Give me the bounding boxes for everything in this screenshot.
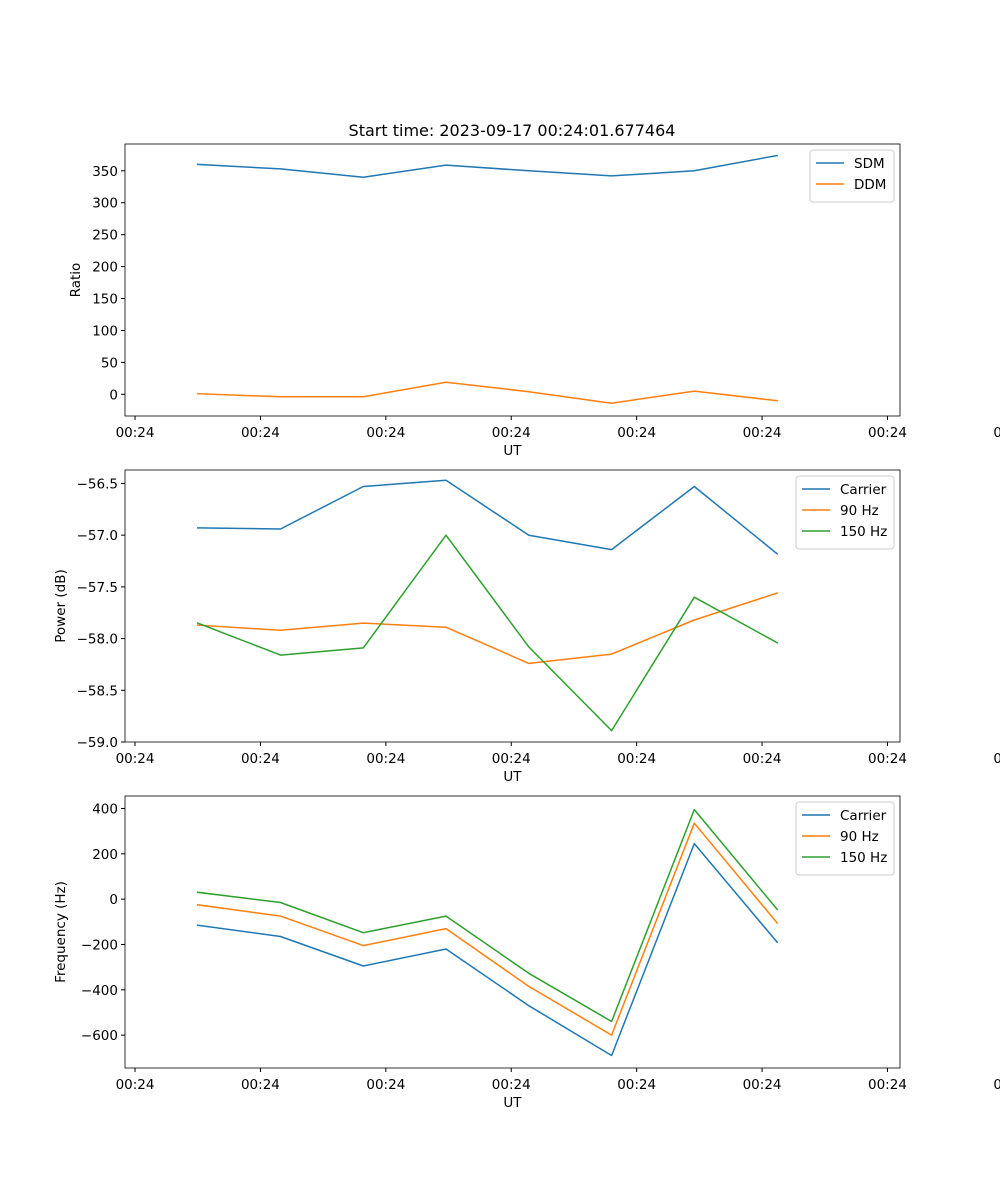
- plot-frame: [124, 469, 901, 743]
- y-tick-label: 200: [92, 847, 118, 863]
- x-tick-label: 00:24: [116, 1077, 155, 1093]
- y-tick-label: 300: [92, 196, 118, 212]
- plot-frame: [124, 795, 901, 1069]
- series-line-150-hz: [196, 534, 779, 732]
- legend-label: 150 Hz: [840, 850, 887, 866]
- x-tick-label: 00:24: [241, 1077, 280, 1093]
- y-tick-label: −56.5: [77, 476, 118, 492]
- x-tick-label: 00:24: [743, 751, 782, 767]
- x-tick-label: 00:25: [993, 425, 1000, 441]
- y-tick-label: −57.0: [77, 528, 118, 544]
- y-tick-label: −58.5: [77, 683, 118, 699]
- x-tick-label: 00:24: [868, 425, 907, 441]
- legend: Carrier 90 Hz 150 Hz: [795, 475, 895, 550]
- legend-label: DDM: [854, 177, 886, 193]
- x-tick-label: 00:25: [993, 751, 1000, 767]
- x-tick-label: 00:24: [366, 751, 405, 767]
- legend-label: 90 Hz: [840, 829, 879, 845]
- x-axis-label: UT: [503, 443, 522, 459]
- x-tick-label: 00:24: [116, 425, 155, 441]
- x-tick-label: 00:24: [492, 425, 531, 441]
- x-tick-label: 00:24: [492, 1077, 531, 1093]
- series-line-carrier: [196, 842, 779, 1057]
- legend: Carrier 90 Hz 150 Hz: [795, 801, 895, 876]
- x-tick-label: 00:24: [617, 751, 656, 767]
- chart-panel-1: 0 50 100 150 200 250 300 350 00:24 00:24 00:24 00:2…: [68, 143, 1000, 459]
- series-line-150-hz: [196, 808, 779, 1023]
- series-line-carrier: [196, 479, 779, 555]
- y-tick-label: 150: [92, 292, 118, 308]
- chart-panel-3: −600 −400 −200 0 200 400 00:24 00:24 00:24 00:24 0…: [53, 795, 1000, 1111]
- x-tick-label: 00:24: [241, 425, 280, 441]
- x-tick-label: 00:24: [868, 751, 907, 767]
- y-tick-label: −59.0: [77, 735, 118, 751]
- legend-label: SDM: [854, 156, 885, 172]
- series-line-sdm: [196, 154, 778, 178]
- chart-panels: 0 50 100 150 200 250 300 350 00:24 00:24 00:24 00:2…: [53, 143, 1000, 1111]
- y-tick-label: −600: [81, 1028, 118, 1044]
- x-tick-label: 00:24: [116, 751, 155, 767]
- y-axis-label: Frequency (Hz): [53, 881, 69, 983]
- y-axis-label: Power (dB): [53, 569, 69, 642]
- x-tick-label: 00:24: [743, 1077, 782, 1093]
- y-tick-label: 350: [92, 164, 118, 180]
- y-tick-label: 200: [92, 260, 118, 276]
- y-tick-label: 0: [109, 892, 118, 908]
- series-line-ddm: [196, 381, 778, 404]
- plot-frame: [124, 143, 901, 417]
- x-tick-label: 00:24: [241, 751, 280, 767]
- y-tick-label: −200: [81, 937, 118, 953]
- chart-panel-2: −59.0 −58.5 −58.0 −57.5 −57.0 −56.5 00:24 00:24…: [53, 469, 1000, 785]
- x-tick-label: 00:24: [617, 1077, 656, 1093]
- legend-label: Carrier: [840, 482, 887, 498]
- legend-label: 150 Hz: [840, 524, 887, 540]
- x-axis-label: UT: [503, 769, 522, 785]
- legend-label: 90 Hz: [840, 503, 879, 519]
- series-line-90-hz: [196, 592, 779, 665]
- series-line-90-hz: [196, 822, 779, 1036]
- x-tick-label: 00:24: [366, 1077, 405, 1093]
- chart-title: Start time: 2023-09-17 00:24:01.677464: [349, 121, 676, 140]
- x-tick-label: 00:24: [492, 751, 531, 767]
- y-tick-label: 50: [101, 355, 118, 371]
- y-tick-label: 400: [92, 801, 118, 817]
- y-axis-label: Ratio: [68, 263, 84, 298]
- legend-label: Carrier: [840, 808, 887, 824]
- x-tick-label: 00:24: [366, 425, 405, 441]
- y-tick-label: 0: [109, 387, 118, 403]
- y-tick-label: 100: [92, 323, 118, 339]
- x-tick-label: 00:25: [993, 1077, 1000, 1093]
- x-tick-label: 00:24: [617, 425, 656, 441]
- legend: SDM DDM: [809, 149, 895, 203]
- y-tick-label: −400: [81, 983, 118, 999]
- y-tick-label: −57.5: [77, 580, 118, 596]
- y-tick-label: −58.0: [77, 632, 118, 648]
- x-tick-label: 00:24: [868, 1077, 907, 1093]
- y-tick-label: 250: [92, 228, 118, 244]
- x-axis-label: UT: [503, 1095, 522, 1111]
- x-tick-label: 00:24: [743, 425, 782, 441]
